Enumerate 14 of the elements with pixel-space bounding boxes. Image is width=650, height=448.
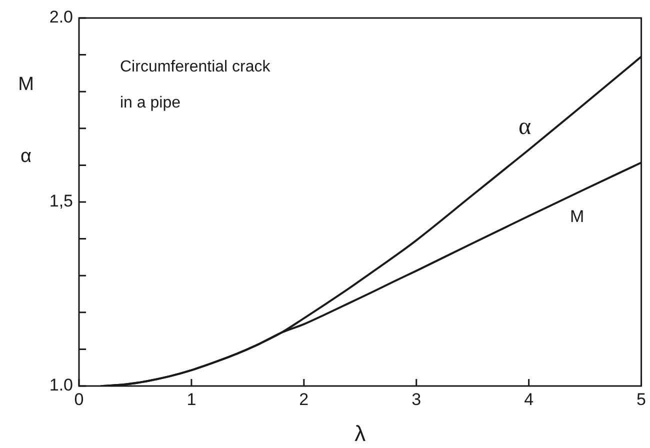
y-tick-label: 1.0 [49, 376, 73, 395]
x-tick-label: 2 [299, 390, 309, 409]
y-tick-label: 2.0 [49, 8, 73, 27]
text: M α [18, 74, 34, 168]
series-label: α [518, 114, 532, 140]
x-tick-label: 4 [524, 390, 534, 409]
x-tick-label: 5 [636, 390, 646, 409]
series-label: M [570, 206, 584, 226]
y-tick-label: 1,5 [49, 192, 73, 211]
annotation: Circumferential crack in a pipe [120, 58, 272, 112]
x-tick-label: 0 [74, 390, 84, 409]
x-axis-title: λ [354, 420, 366, 446]
x-tick-label: 3 [412, 390, 422, 409]
x-tick-label: 1 [186, 390, 196, 409]
